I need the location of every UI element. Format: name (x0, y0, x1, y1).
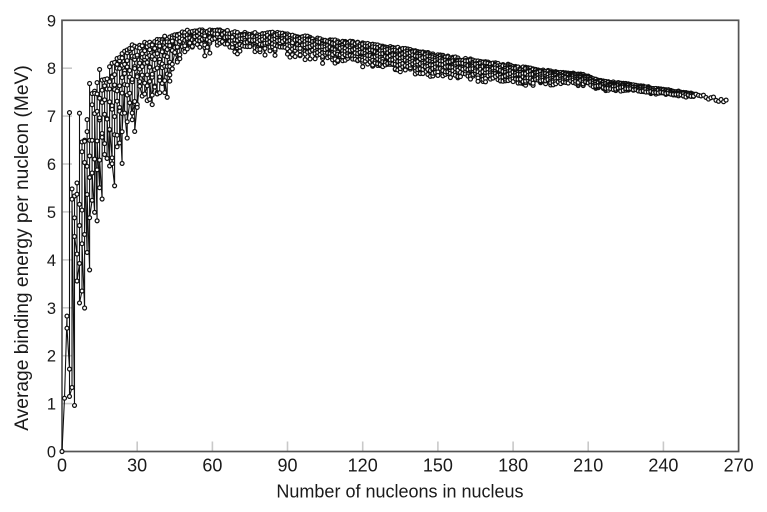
svg-text:120: 120 (348, 456, 378, 476)
svg-text:90: 90 (277, 456, 297, 476)
svg-text:210: 210 (573, 456, 603, 476)
svg-text:8: 8 (47, 60, 56, 78)
svg-text:2: 2 (47, 348, 56, 366)
svg-text:1: 1 (47, 396, 56, 414)
svg-text:4: 4 (47, 252, 56, 270)
svg-text:60: 60 (202, 456, 222, 476)
svg-text:30: 30 (127, 456, 147, 476)
svg-text:0: 0 (47, 444, 56, 462)
svg-text:Average binding energy per nuc: Average binding energy per nucleon (MeV) (12, 65, 33, 431)
svg-text:7: 7 (47, 108, 56, 126)
svg-text:Number of nucleons in nucleus: Number of nucleons in nucleus (276, 482, 523, 502)
svg-text:150: 150 (423, 456, 453, 476)
svg-text:180: 180 (498, 456, 528, 476)
svg-text:240: 240 (648, 456, 678, 476)
svg-text:270: 270 (724, 456, 754, 476)
svg-text:9: 9 (47, 12, 56, 30)
svg-text:3: 3 (47, 300, 56, 318)
svg-text:6: 6 (47, 156, 56, 174)
svg-text:5: 5 (47, 204, 56, 222)
svg-text:0: 0 (57, 456, 67, 476)
